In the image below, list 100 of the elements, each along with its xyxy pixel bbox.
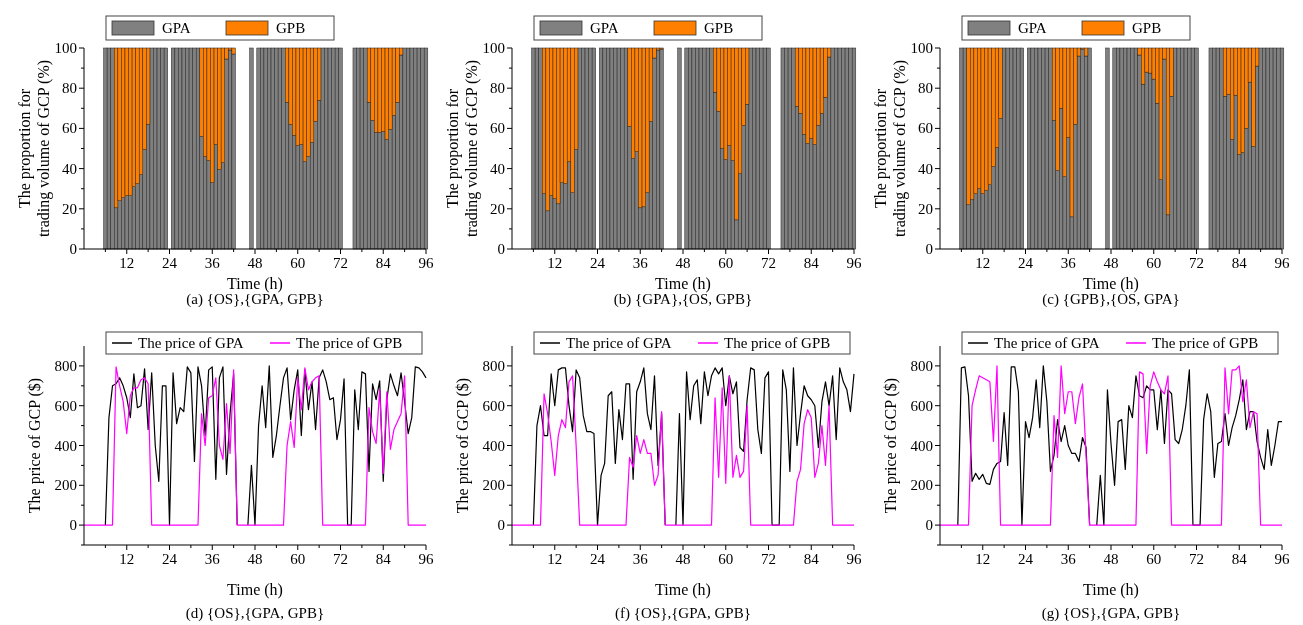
x-tick-label: 96 [418,255,434,271]
legend-label: The price of GPB [724,335,831,351]
bar [1048,47,1053,250]
legend-label: The price of GPA [138,335,244,351]
y-tick-label: 80 [490,80,505,97]
bar [423,47,429,250]
y-tick-label: 0 [69,517,77,534]
y-tick-label: 200 [482,477,505,494]
x-tick-label: 60 [290,551,306,567]
text: (b) {GPA},{OS, GPB} [613,291,753,308]
y-axis-title: The price of GCP ($) [882,377,900,514]
x-tick-label: 12 [119,551,135,567]
y-tick-label: 80 [918,80,933,97]
x-tick-label: 36 [204,255,221,271]
x-tick-label: 96 [846,551,862,567]
bar [1208,47,1213,250]
y-tick-label: 40 [918,160,933,177]
x-tick-label: 84 [803,255,820,271]
y-tick-label: 800 [54,357,77,374]
y-axis-title: The proportion for trading volume of GCP (%) [872,59,909,238]
bar [1194,47,1199,250]
x-tick-label: 12 [119,255,135,271]
bar [363,47,368,250]
bar [338,47,343,250]
text: (d) {OS},{GPA, GPB} [185,605,325,622]
bar [830,47,835,250]
x-tick-label: 48 [1103,255,1119,271]
text: (f) {OS},{GPA, GPB} [615,605,751,622]
bar [851,47,857,250]
y-tick-label: 100 [54,40,77,56]
x-tick-label: 84 [803,551,820,567]
y-tick-label: 60 [490,120,505,137]
x-tick-label: 96 [418,551,434,567]
bar [1258,47,1263,250]
y-tick-label: 600 [482,397,505,414]
y-axis-title: The proportion for trading volume of GCP (%) [444,59,481,238]
x-tick-label: 12 [547,551,563,567]
x-tick-label: 72 [761,551,776,567]
bar [281,47,286,250]
x-tick-label: 72 [1189,551,1204,567]
text: (g) {OS},{GPA, GPB} [1041,605,1181,622]
y-tick-label: 0 [925,517,933,534]
bar [591,47,596,250]
x-tick-label: 48 [675,551,691,567]
legend-label: The price of GPB [1152,335,1259,351]
bar [620,47,625,250]
x-tick-label: 12 [975,551,991,567]
bar [420,47,425,250]
bar [163,47,168,250]
bar [1279,47,1285,250]
y-tick-label: 20 [918,200,933,217]
bar [1019,47,1024,250]
x-tick-label: 84 [1231,551,1248,567]
bar [256,47,261,250]
series-label: GPA [162,20,191,36]
x-tick-label: 60 [290,255,306,271]
y-tick-label: 600 [910,397,933,414]
bar [1276,47,1281,250]
legend-label: GPB [704,20,734,36]
bar [684,47,689,250]
x-tick-label: 24 [590,551,606,567]
x-tick-label: 96 [1274,551,1290,567]
x-tick-label: 72 [761,255,776,271]
x-tick-label: 72 [333,551,348,567]
text: (a) {OS},{GPA, GPB} [186,291,324,308]
bar [677,47,682,250]
bar [766,47,771,250]
y-tick-label: 60 [62,120,77,137]
y-axis-title: The proportion for trading volume of GCP (%) [16,59,53,238]
legend-label: GPB [1132,20,1162,36]
series-label: GPA [590,20,619,36]
bar [1087,47,1092,250]
bar [110,47,115,250]
x-tick-label: 36 [632,255,649,271]
legend-label: The price of GPB [296,335,403,351]
legend-label: The price of GPA [994,335,1100,351]
bar [1080,48,1085,250]
x-tick-label: 60 [718,255,734,271]
y-tick-label: 100 [482,40,505,56]
y-tick-label: 200 [54,477,77,494]
x-tick-label: 36 [1060,551,1077,567]
bar [1105,47,1110,250]
legend-label: GPB [276,20,306,36]
y-axis-title: The price of GCP ($) [454,377,472,514]
x-tick-label: 36 [204,551,221,567]
y-axis-title: The price of GCP ($) [26,377,44,514]
x-axis-title: Time (h) [655,581,711,599]
y-tick-label: 800 [910,357,933,374]
y-tick-label: 200 [910,477,933,494]
x-tick-label: 12 [975,255,991,271]
y-tick-label: 20 [490,200,505,217]
legend-label: The price of GPA [566,335,672,351]
y-tick-label: 60 [918,120,933,137]
x-tick-label: 12 [547,255,563,271]
bar [1219,47,1224,250]
y-tick-label: 80 [62,80,77,97]
bar [160,47,165,250]
x-tick-label: 60 [718,551,734,567]
x-tick-label: 24 [1018,255,1034,271]
y-tick-label: 0 [925,241,933,257]
